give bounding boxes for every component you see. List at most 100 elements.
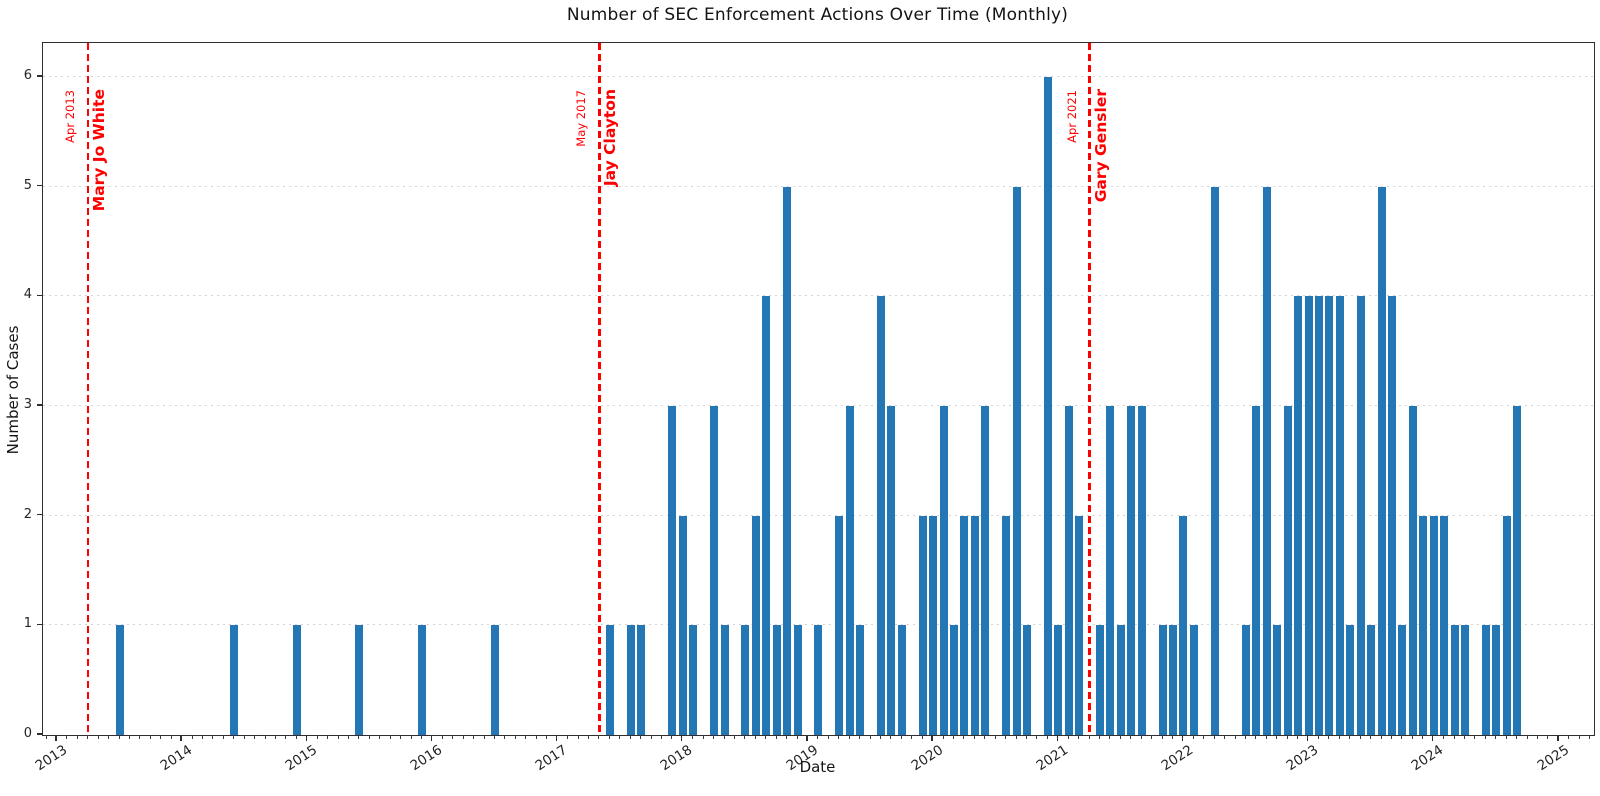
x-minor-tick [45,735,47,739]
bar-2022-07 [1242,625,1251,735]
y-tick-mark [37,733,42,735]
bar-2019-10 [897,625,906,735]
bar-2020-02 [939,405,948,735]
x-minor-tick [191,735,193,739]
bar-2019-12 [918,515,927,735]
x-tick-mark-2016 [430,735,433,741]
bar-2020-08 [1002,515,1011,735]
x-tick-mark-2025 [1557,735,1559,741]
x-minor-tick [337,735,339,739]
bar-2024-08 [1502,515,1511,735]
x-minor-tick [660,735,662,739]
x-minor-tick [473,735,475,739]
bar-2021-09 [1137,405,1146,735]
bar-2018-10 [772,625,781,735]
x-minor-tick [139,735,141,739]
x-minor-tick [1255,735,1257,739]
y-tick-label: 0 [23,726,32,741]
x-minor-tick [1578,735,1580,739]
x-minor-tick [1140,735,1142,739]
x-minor-tick [723,735,725,739]
bar-2023-04 [1335,296,1344,735]
x-minor-tick [911,735,913,739]
x-minor-tick [1203,735,1205,739]
x-minor-tick [890,735,892,739]
x-minor-tick [1359,735,1361,739]
bar-2014-12 [292,625,301,735]
bar-2019-06 [856,625,865,735]
x-minor-tick [921,735,923,739]
x-minor-tick [640,735,642,739]
bar-2024-04 [1461,625,1470,735]
bar-2022-09 [1262,186,1271,735]
x-minor-tick [671,735,673,739]
x-minor-tick [994,735,996,739]
x-minor-tick [1099,735,1100,739]
chair-line-mary-jo-white [87,43,90,735]
x-minor-tick [744,735,746,739]
x-minor-tick [984,735,986,739]
bar-2018-09 [762,296,771,735]
bar-2023-10 [1398,625,1407,735]
bar-2021-03 [1075,515,1084,735]
bar-2020-12 [1043,76,1052,735]
x-minor-tick [1161,735,1163,739]
x-tick-mark-2018 [681,735,683,741]
y-tick-mark [37,623,42,626]
x-minor-tick [869,735,871,739]
x-minor-tick [358,735,360,739]
x-minor-tick [1119,735,1121,739]
x-minor-tick [859,735,861,739]
y-tick-label: 2 [23,506,32,522]
x-minor-tick [160,735,162,739]
x-tick-mark-2013 [55,735,57,741]
x-minor-tick [316,735,318,739]
y-gridline [43,404,1594,407]
bar-2018-05 [720,625,729,735]
bar-2023-01 [1304,296,1313,735]
x-minor-tick [817,735,819,739]
x-minor-tick [713,735,715,739]
x-minor-tick [827,735,829,739]
bar-2021-05 [1096,625,1104,735]
x-minor-tick [295,735,297,739]
bar-2021-07 [1116,625,1125,735]
x-minor-tick [1589,735,1591,739]
x-minor-tick [1484,735,1486,739]
x-minor-tick [97,735,99,739]
y-axis-title: Number of Cases [4,325,22,455]
bar-2021-01 [1054,625,1063,735]
bar-2017-12 [668,405,677,735]
x-minor-tick [1505,735,1507,739]
chair-name-label: Gary Gensler [1091,89,1110,203]
x-minor-tick [796,735,798,739]
x-minor-tick [619,735,621,739]
x-minor-tick [348,735,350,739]
bar-2024-06 [1481,625,1490,735]
x-minor-tick [1401,735,1403,739]
x-minor-tick [1265,735,1267,739]
bar-2020-06 [981,405,990,735]
plot-area [42,42,1595,736]
chair-name-label: Jay Clayton [601,89,620,187]
bar-2018-02 [689,625,698,735]
bar-2017-08 [626,625,635,735]
x-minor-tick [264,735,266,739]
x-minor-tick [368,735,370,739]
x-minor-tick [1349,735,1351,739]
x-minor-tick [942,735,944,739]
bar-2023-05 [1346,625,1355,735]
bar-2020-03 [949,625,958,735]
x-minor-tick [1036,735,1038,739]
x-minor-tick [170,735,172,739]
bar-2023-02 [1315,296,1324,735]
x-axis-title: Date [799,758,836,776]
bar-2024-02 [1440,515,1449,735]
x-minor-tick [233,735,235,739]
bar-2020-01 [929,515,938,735]
x-minor-tick [87,735,89,739]
bar-2013-07 [115,625,124,735]
x-minor-tick [1067,735,1069,739]
bar-2020-04 [960,515,969,735]
